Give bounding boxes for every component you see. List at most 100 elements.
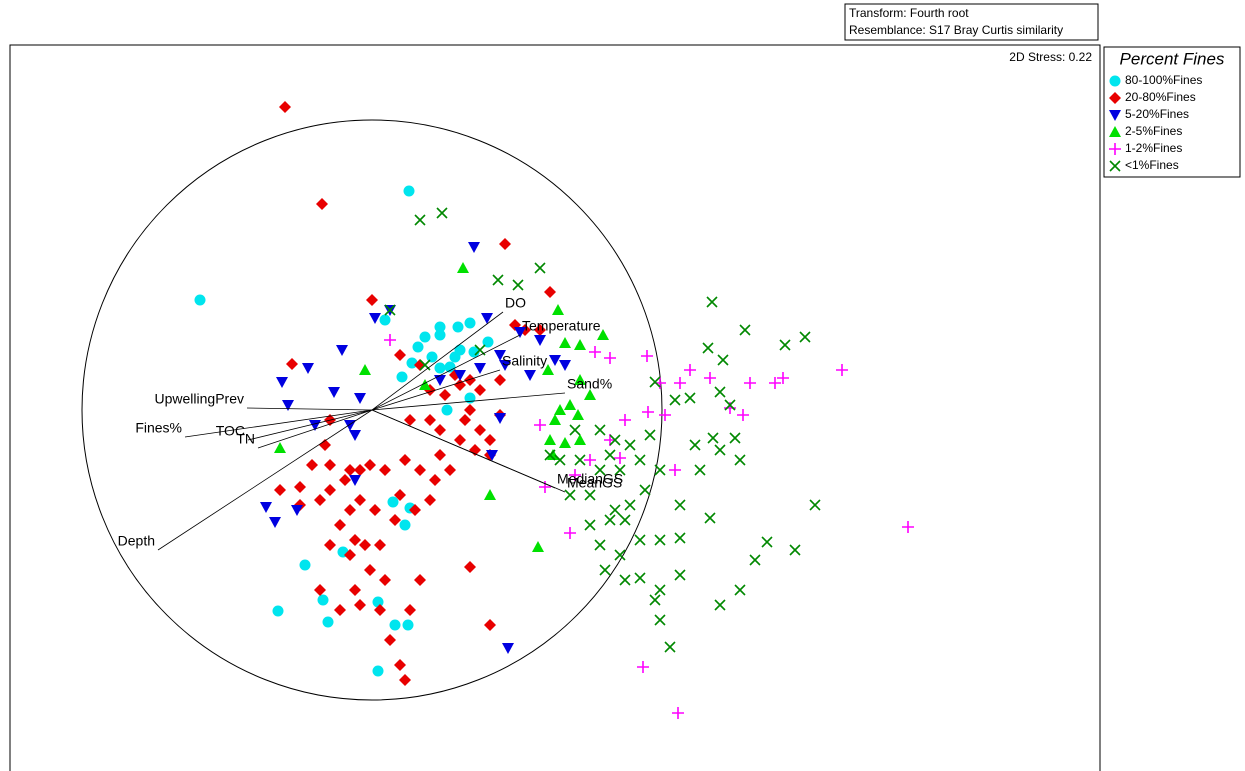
point — [302, 363, 314, 374]
point — [514, 327, 526, 338]
vector-label: TN — [236, 431, 255, 447]
legend-marker — [1109, 160, 1121, 172]
vector-label: Salinity — [502, 353, 547, 369]
vector — [371, 409, 556, 489]
point — [597, 329, 609, 340]
vector-label: Temperature — [522, 318, 601, 334]
point — [414, 574, 426, 586]
point — [194, 294, 206, 306]
info-box — [844, 3, 1099, 41]
point — [674, 532, 686, 544]
point — [769, 377, 781, 389]
point — [464, 404, 476, 416]
point — [384, 634, 396, 646]
point — [564, 489, 576, 501]
point — [434, 375, 446, 386]
point — [799, 331, 811, 343]
point — [394, 489, 406, 501]
point — [322, 616, 334, 628]
legend-title: Percent Fines — [1120, 49, 1225, 68]
point — [902, 521, 914, 533]
point — [604, 514, 616, 526]
vector — [371, 369, 501, 411]
legend-marker — [1109, 110, 1121, 121]
point — [481, 313, 493, 324]
point — [414, 464, 426, 476]
point — [634, 572, 646, 584]
point — [344, 504, 356, 516]
point — [434, 449, 446, 461]
point — [639, 484, 651, 496]
point — [389, 619, 401, 631]
point — [684, 364, 696, 376]
point — [486, 450, 498, 461]
point — [619, 414, 631, 426]
point — [624, 439, 636, 451]
point — [734, 584, 746, 596]
point — [637, 661, 649, 673]
point — [484, 619, 496, 631]
point — [539, 481, 551, 493]
point — [494, 413, 506, 424]
point — [644, 429, 656, 441]
point — [492, 274, 504, 286]
point — [724, 402, 736, 414]
vector-label: MeanGS — [567, 475, 622, 491]
point — [434, 329, 446, 341]
point — [547, 449, 559, 460]
point — [474, 384, 486, 396]
point — [654, 614, 666, 626]
point — [594, 539, 606, 551]
point — [717, 354, 729, 366]
point — [314, 494, 326, 506]
point — [394, 349, 406, 361]
point — [324, 484, 336, 496]
point — [364, 564, 376, 576]
point — [260, 502, 272, 513]
point — [634, 534, 646, 546]
point — [354, 464, 366, 476]
point — [584, 389, 596, 400]
point — [761, 536, 773, 548]
point — [399, 454, 411, 466]
point — [574, 454, 586, 466]
legend-label: 80-100%Fines — [1125, 73, 1202, 87]
point — [444, 464, 456, 476]
point — [349, 475, 361, 486]
point — [372, 596, 384, 608]
point — [672, 707, 684, 719]
point — [349, 584, 361, 596]
point — [464, 374, 476, 386]
point — [379, 574, 391, 586]
vector-label: Fines% — [135, 420, 182, 436]
point — [454, 344, 466, 356]
point — [389, 514, 401, 526]
point — [649, 376, 661, 388]
point — [349, 534, 361, 546]
point — [404, 414, 416, 426]
point — [396, 371, 408, 383]
point — [299, 559, 311, 571]
point — [594, 464, 606, 476]
point — [534, 262, 546, 274]
point — [372, 665, 384, 677]
point — [484, 434, 496, 446]
point — [734, 454, 746, 466]
point — [564, 399, 576, 410]
vector — [247, 409, 373, 441]
point — [468, 242, 480, 253]
point — [564, 527, 576, 539]
point — [324, 459, 336, 471]
point — [474, 424, 486, 436]
point — [374, 539, 386, 551]
point — [339, 474, 351, 486]
point — [454, 379, 466, 391]
point — [424, 414, 436, 426]
point — [269, 517, 281, 528]
point — [434, 321, 446, 333]
point — [366, 294, 378, 306]
point — [344, 549, 356, 561]
point — [349, 430, 361, 441]
plot-frame — [9, 44, 1101, 771]
point — [464, 317, 476, 329]
